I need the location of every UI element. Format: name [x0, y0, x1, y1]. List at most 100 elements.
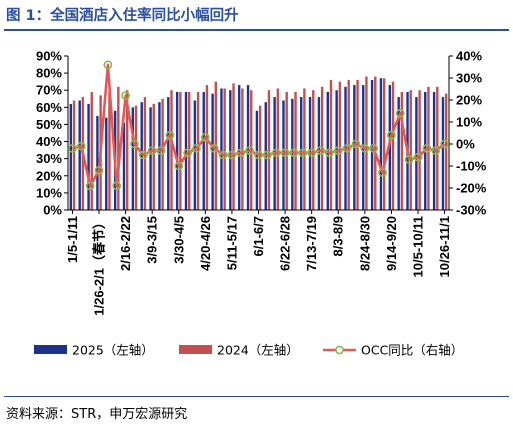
- occ-point: [289, 148, 299, 158]
- occ-point: [324, 148, 334, 158]
- occ-point: [316, 146, 325, 155]
- bar-2024: [418, 90, 421, 210]
- occ-point: [183, 148, 193, 158]
- occ-point: [413, 152, 423, 162]
- right-y-axis: -30% -20% -10% 0% 10% 20% 30% 40%: [448, 49, 487, 218]
- bar-2024: [400, 91, 404, 210]
- right-axis-tick-label: 0%: [456, 137, 475, 152]
- left-axis-tick-label: 20%: [36, 168, 62, 183]
- x-axis-tick-label: 6/22-6/28: [278, 216, 293, 271]
- bar-2025: [193, 100, 197, 210]
- x-axis-tick-label: 6/1-6/7: [251, 216, 266, 256]
- occ-point: [280, 148, 290, 158]
- occ-point: [112, 181, 122, 191]
- occ-point: [422, 144, 432, 153]
- x-axis-tick-label: 3/30-4/5: [171, 216, 186, 264]
- bar-2024: [391, 81, 395, 210]
- bar-2025: [105, 117, 108, 210]
- occ-point: [298, 148, 308, 158]
- bar-2024: [72, 100, 76, 210]
- bar-2025: [397, 97, 400, 210]
- bar-2024: [232, 83, 235, 210]
- bar-2025: [131, 107, 135, 210]
- bar-2024: [108, 91, 111, 210]
- bar-2025: [326, 91, 329, 210]
- bar-2025: [291, 98, 294, 210]
- occ-point: [254, 150, 263, 160]
- legend-swatch-2025: [34, 345, 67, 354]
- bar-2024: [205, 85, 209, 210]
- bar-2024: [267, 90, 271, 210]
- occ-point: [431, 146, 441, 155]
- bar-2025: [149, 107, 152, 210]
- occ-point: [85, 181, 95, 191]
- bar-2025: [69, 103, 73, 210]
- bar-2025: [441, 97, 445, 210]
- right-axis-tick-label: -30%: [456, 203, 487, 218]
- left-axis-tick-label: 90%: [36, 49, 62, 64]
- bar-2025: [379, 78, 383, 210]
- bar-2024: [409, 90, 412, 210]
- legend-label-2025: 2025（左轴）: [72, 343, 154, 358]
- right-axis-tick-label: 20%: [456, 93, 482, 108]
- occ-point: [333, 146, 343, 155]
- x-axis-tick-label: 9/14-9/20: [384, 216, 399, 271]
- x-axis-tick-label: 10/26-11/1: [437, 216, 452, 277]
- occ-point: [395, 108, 405, 118]
- bar-2024: [170, 90, 173, 210]
- left-axis-tick-label: 80%: [36, 66, 62, 81]
- occ-point: [440, 139, 449, 149]
- occ-point: [103, 60, 113, 70]
- left-axis-tick-label: 70%: [36, 83, 62, 98]
- bar-2024: [179, 91, 182, 210]
- occ-point: [369, 144, 379, 153]
- x-axis-tick-label: 7/13-7/19: [304, 216, 319, 271]
- x-axis: 1/5-1/11 1/26-2/1（春节） 2/16-2/22 3/9-3/15 3/3…: [65, 209, 452, 316]
- left-y-axis: 0% 10% 20% 30% 40% 50% 60% 70% 80% 90%: [36, 49, 69, 218]
- bar-2024: [382, 78, 386, 210]
- figure-title: 图 1：全国酒店入住率同比小幅回升: [6, 8, 239, 24]
- bar-2024: [444, 93, 448, 210]
- x-axis-tick-label: 4/20-4/26: [198, 216, 213, 271]
- occ-point: [76, 141, 86, 151]
- bar-2024: [329, 79, 333, 210]
- legend-label-occ: OCC同比（右轴）: [361, 343, 463, 358]
- occ-point: [342, 144, 352, 153]
- legend-swatch-2024: [179, 345, 212, 354]
- occ-point: [130, 139, 139, 149]
- bar-2025: [184, 91, 188, 210]
- bar-2025: [122, 122, 126, 210]
- hotel-occupancy-chart: 0% 10% 20% 30% 40% 50% 60% 70% 80% 90% -30% -20% -1…: [34, 49, 487, 358]
- bar-2024: [125, 90, 129, 210]
- occ-point: [404, 155, 414, 164]
- legend: 2025（左轴） 2024（左轴） OCC同比（右轴）: [34, 343, 463, 358]
- legend-label-2024: 2024（左轴）: [217, 343, 299, 358]
- occ-point: [174, 161, 184, 171]
- bar-2025: [220, 88, 223, 210]
- bar-2025: [167, 97, 170, 210]
- bar-2025: [388, 85, 392, 210]
- right-axis-tick-label: -10%: [456, 159, 487, 174]
- left-axis-tick-label: 0%: [43, 203, 62, 218]
- x-axis-tick-label: 1/26-2/1（春节）: [92, 216, 107, 316]
- bar-2024: [374, 76, 377, 211]
- legend-swatch-occ-marker: [335, 345, 344, 355]
- x-axis-tick-label: 5/11-5/17: [224, 216, 239, 270]
- left-axis-tick-label: 10%: [36, 185, 62, 200]
- bar-2025: [255, 110, 259, 210]
- occ-point: [192, 144, 201, 153]
- occ-point: [262, 150, 272, 160]
- source-divider: [4, 396, 509, 397]
- occ-point: [351, 139, 361, 149]
- occ-line: [72, 63, 446, 188]
- occ-point: [121, 91, 130, 100]
- occ-yoy-line-series: [68, 60, 449, 191]
- right-axis-tick-label: 10%: [456, 115, 482, 130]
- occ-point: [68, 144, 77, 153]
- occ-point: [307, 148, 317, 158]
- occ-point: [94, 165, 104, 175]
- bar-2024: [90, 91, 93, 210]
- occ-point: [360, 144, 370, 153]
- bar-2024: [294, 91, 297, 210]
- bar-2025: [140, 102, 143, 210]
